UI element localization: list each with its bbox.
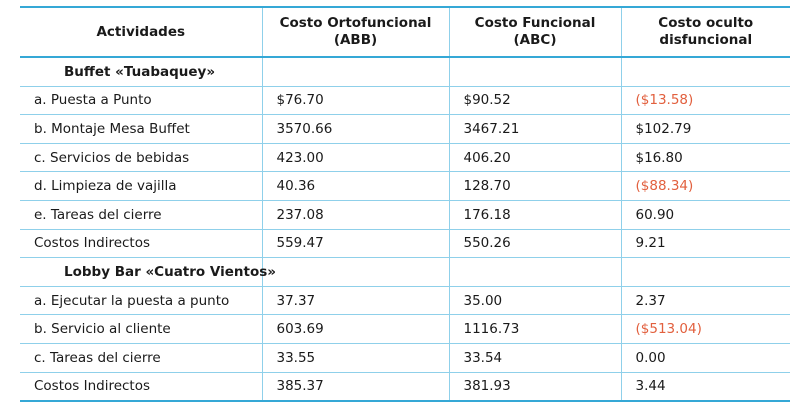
abb-cost-cell: 37.37 xyxy=(261,286,449,316)
hidden-cost-cell: 0.00 xyxy=(620,343,790,373)
abb-cost-cell: $76.70 xyxy=(261,86,449,116)
abc-cost-cell: 381.93 xyxy=(448,372,621,403)
abc-cost-cell xyxy=(448,57,621,87)
table-row: c. Tareas del cierre 33.55 33.54 0.00 xyxy=(20,343,790,373)
table-body: Buffet «Tuabaquey» a. Puesta a Punto $76.7… xyxy=(20,57,790,403)
table-row: Costos Indirectos 385.37 381.93 3.44 xyxy=(20,372,790,403)
hidden-cost-cell xyxy=(620,257,790,287)
abc-cost-cell: 3467.21 xyxy=(448,114,621,144)
abb-cost-cell: 423.00 xyxy=(261,143,449,173)
header-text: Actividades xyxy=(96,23,186,40)
section-title: Buffet «Tuabaquey» xyxy=(20,57,262,87)
table-row: b. Servicio al cliente 603.69 1116.73 ($513… xyxy=(20,314,790,344)
abb-cost-cell: 237.08 xyxy=(261,200,449,230)
abc-cost-cell: $90.52 xyxy=(448,86,621,116)
header-costo-ortofuncional: Costo Ortofuncional (ABB) xyxy=(261,6,449,58)
abc-cost-cell: 406.20 xyxy=(448,143,621,173)
abc-cost-cell: 1116.73 xyxy=(448,314,621,344)
abb-cost-cell xyxy=(261,257,449,287)
header-text: Costo Funcional xyxy=(474,15,596,31)
activity-cell: Costos Indirectos xyxy=(20,372,262,403)
table-row: c. Servicios de bebidas 423.00 406.20 $16.8… xyxy=(20,143,790,173)
abc-cost-cell: 35.00 xyxy=(448,286,621,316)
cost-table-container: Actividades Costo Ortofuncional (ABB) Cos… xyxy=(20,6,790,403)
section-row: Lobby Bar «Cuatro Vientos» xyxy=(20,257,790,287)
table-row: b. Montaje Mesa Buffet 3570.66 3467.21 $102… xyxy=(20,114,790,144)
abb-cost-cell: 559.47 xyxy=(261,229,449,259)
table-header: Actividades Costo Ortofuncional (ABB) Cos… xyxy=(20,6,790,58)
header-text: Costo oculto xyxy=(658,15,754,31)
abb-cost-cell xyxy=(261,57,449,87)
activity-cell: b. Montaje Mesa Buffet xyxy=(20,114,262,144)
hidden-cost-cell: 9.21 xyxy=(620,229,790,259)
header-subtext: disfuncional xyxy=(659,32,753,48)
header-subtext: (ABC) xyxy=(513,32,557,48)
header-actividades: Actividades xyxy=(20,6,262,58)
cost-table: Actividades Costo Ortofuncional (ABB) Cos… xyxy=(20,6,790,403)
abb-cost-cell: 603.69 xyxy=(261,314,449,344)
hidden-cost-cell: $16.80 xyxy=(620,143,790,173)
activity-cell: c. Servicios de bebidas xyxy=(20,143,262,173)
abc-cost-cell: 176.18 xyxy=(448,200,621,230)
abc-cost-cell: 128.70 xyxy=(448,171,621,201)
section-row: Buffet «Tuabaquey» xyxy=(20,57,790,87)
table-row: d. Limpieza de vajilla 40.36 128.70 ($88.34… xyxy=(20,171,790,201)
abb-cost-cell: 385.37 xyxy=(261,372,449,403)
hidden-cost-cell: $102.79 xyxy=(620,114,790,144)
header-subtext: (ABB) xyxy=(333,32,378,48)
hidden-cost-cell: 60.90 xyxy=(620,200,790,230)
table-row: e. Tareas del cierre 237.08 176.18 60.90 xyxy=(20,200,790,230)
table-row: Costos Indirectos 559.47 550.26 9.21 xyxy=(20,229,790,259)
activity-cell: c. Tareas del cierre xyxy=(20,343,262,373)
header-costo-funcional: Costo Funcional (ABC) xyxy=(448,6,621,58)
activity-cell: a. Ejecutar la puesta a punto xyxy=(20,286,262,316)
header-row: Actividades Costo Ortofuncional (ABB) Cos… xyxy=(20,6,790,58)
activity-cell: Costos Indirectos xyxy=(20,229,262,259)
hidden-cost-cell: 3.44 xyxy=(620,372,790,403)
hidden-cost-cell xyxy=(620,57,790,87)
section-title: Lobby Bar «Cuatro Vientos» xyxy=(20,257,276,287)
table-row: a. Puesta a Punto $76.70 $90.52 ($13.58) xyxy=(20,86,790,116)
hidden-cost-cell: ($13.58) xyxy=(620,86,790,116)
activity-cell: b. Servicio al cliente xyxy=(20,314,262,344)
abc-cost-cell xyxy=(448,257,621,287)
activity-cell: a. Puesta a Punto xyxy=(20,86,262,116)
activity-cell: d. Limpieza de vajilla xyxy=(20,171,262,201)
abc-cost-cell: 550.26 xyxy=(448,229,621,259)
abb-cost-cell: 3570.66 xyxy=(261,114,449,144)
hidden-cost-cell: ($88.34) xyxy=(620,171,790,201)
header-text: Costo Ortofuncional xyxy=(279,15,432,31)
abb-cost-cell: 33.55 xyxy=(261,343,449,373)
header-costo-oculto: Costo oculto disfuncional xyxy=(620,6,790,58)
hidden-cost-cell: ($513.04) xyxy=(620,314,790,344)
abb-cost-cell: 40.36 xyxy=(261,171,449,201)
activity-cell: e. Tareas del cierre xyxy=(20,200,262,230)
abc-cost-cell: 33.54 xyxy=(448,343,621,373)
hidden-cost-cell: 2.37 xyxy=(620,286,790,316)
table-row: a. Ejecutar la puesta a punto 37.37 35.00 2… xyxy=(20,286,790,316)
